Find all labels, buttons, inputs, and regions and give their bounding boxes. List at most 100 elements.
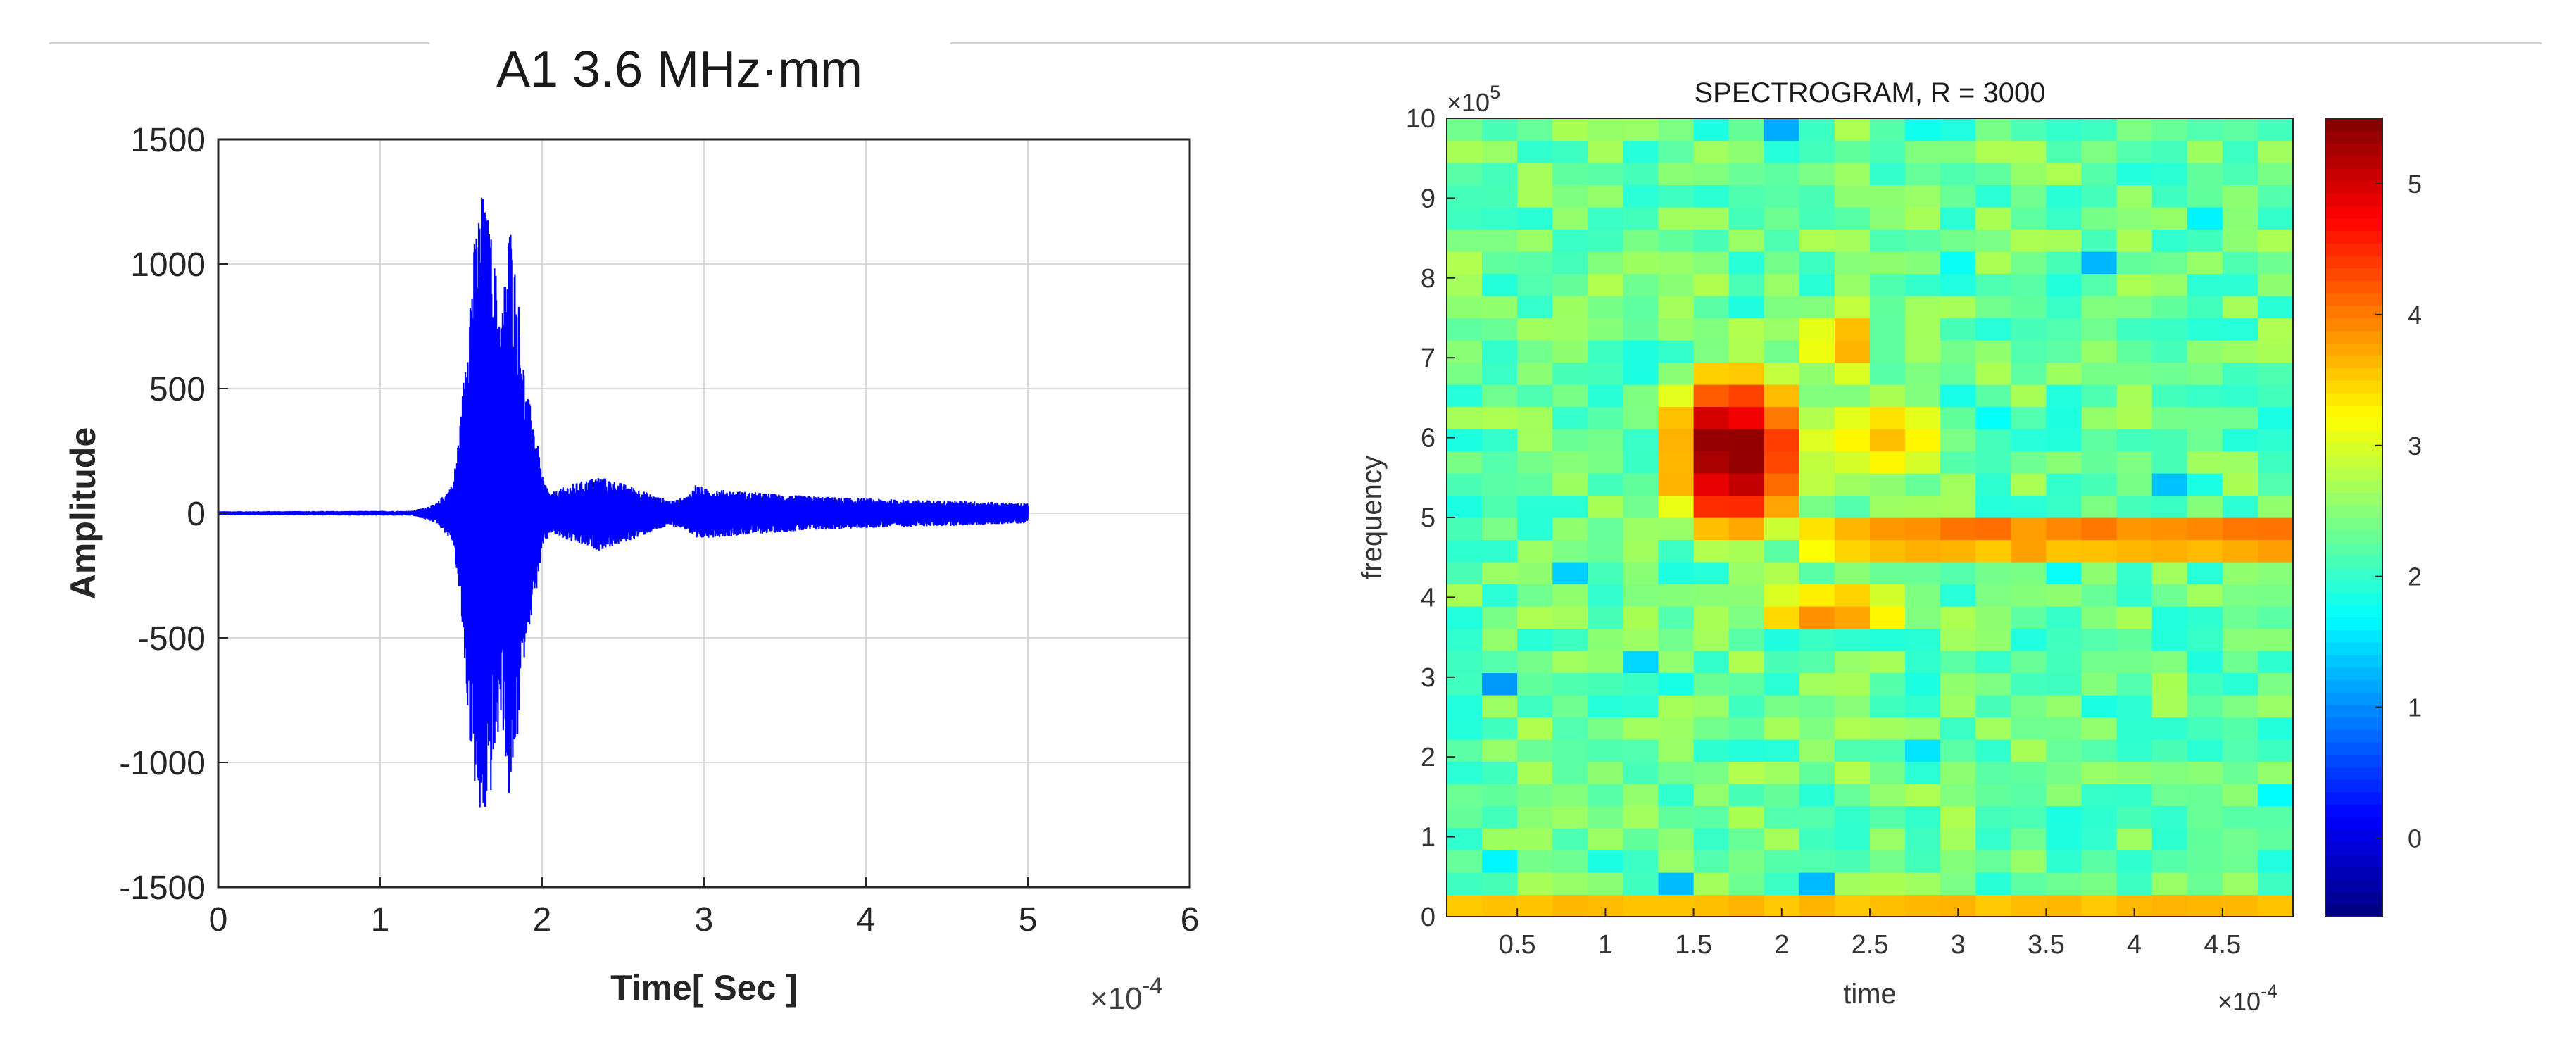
- spectrogram-cell: [2257, 362, 2294, 385]
- spectrogram-cell: [2011, 340, 2047, 363]
- waveform-y-tick-label: 500: [149, 371, 206, 408]
- spectrogram-cell: [1482, 251, 1518, 275]
- spectrogram-cell: [1764, 717, 1800, 740]
- spectrogram-cell: [1834, 739, 1871, 762]
- spectrogram-cell: [1517, 828, 1553, 851]
- colorbar-tick-label: 1: [2408, 693, 2422, 722]
- spectrogram-cell: [1552, 828, 1588, 851]
- spectrogram-cell: [1728, 273, 1765, 296]
- spectrogram-cell: [1940, 429, 1976, 452]
- spectrogram-cell: [1623, 872, 1659, 896]
- spectrogram-cell: [1799, 384, 1835, 408]
- spectrogram-cell: [1693, 163, 1730, 186]
- spectrogram-cell: [1905, 651, 1941, 674]
- spectrogram-cell: [2222, 539, 2258, 563]
- spectrogram-cell: [1552, 406, 1588, 429]
- spectrogram-cell: [1975, 584, 2011, 607]
- spectrogram-y-tick-label: 5: [1421, 503, 1435, 533]
- spectrogram-cell: [1764, 828, 1800, 851]
- spectrogram-cell: [2187, 495, 2223, 518]
- spectrogram-cell: [1905, 539, 1941, 563]
- spectrogram-cell: [2116, 495, 2153, 518]
- spectrogram-cell: [1728, 761, 1765, 784]
- spectrogram-cell: [2151, 761, 2188, 784]
- spectrogram-cell: [1764, 251, 1800, 275]
- spectrogram-cell: [1728, 584, 1765, 607]
- spectrogram-cell: [2257, 229, 2294, 252]
- spectrogram-cell: [2222, 584, 2258, 607]
- spectrogram-cell: [1482, 207, 1518, 230]
- spectrogram-cell: [1517, 318, 1553, 341]
- spectrogram-cell: [2081, 406, 2118, 429]
- spectrogram-cell: [1834, 562, 1871, 585]
- spectrogram-cell: [1870, 562, 1906, 585]
- spectrogram-cell: [1517, 118, 1553, 142]
- spectrogram-cell: [1693, 761, 1730, 784]
- colorbar-segment: [2325, 779, 2382, 793]
- spectrogram-cell: [2116, 406, 2153, 429]
- spectrogram-cell: [1623, 140, 1659, 163]
- spectrogram-cell: [1799, 651, 1835, 674]
- spectrogram-cell: [2046, 140, 2082, 163]
- waveform-y-tick-label: -500: [138, 620, 206, 658]
- spectrogram-cell: [1517, 784, 1553, 807]
- spectrogram-cell: [1693, 517, 1730, 541]
- spectrogram-cell: [1588, 495, 1624, 518]
- spectrogram-cell: [1623, 473, 1659, 496]
- spectrogram-cell: [2046, 429, 2082, 452]
- spectrogram-cell: [2116, 784, 2153, 807]
- spectrogram-cell: [1940, 163, 1976, 186]
- spectrogram-cell: [2187, 761, 2223, 784]
- colorbar-segment: [2325, 368, 2382, 381]
- spectrogram-cell: [1552, 296, 1588, 319]
- colorbar-segment: [2325, 255, 2382, 269]
- spectrogram-cell: [1482, 672, 1518, 696]
- spectrogram-cell: [1447, 495, 1483, 518]
- spectrogram-cell: [1764, 784, 1800, 807]
- spectrogram-cell: [1658, 894, 1695, 917]
- spectrogram-cell: [1834, 207, 1871, 230]
- spectrogram-cell: [1940, 473, 1976, 496]
- spectrogram-cell: [1975, 562, 2011, 585]
- spectrogram-cell: [1975, 828, 2011, 851]
- spectrogram-cell: [1870, 784, 1906, 807]
- spectrogram-cell: [2151, 717, 2188, 740]
- spectrogram-cell: [2222, 406, 2258, 429]
- spectrogram-cell: [1552, 184, 1588, 208]
- spectrogram-cell: [2046, 628, 2082, 651]
- spectrogram-cell: [1447, 163, 1483, 186]
- spectrogram-cell: [1623, 251, 1659, 275]
- spectrogram-cell: [2257, 784, 2294, 807]
- spectrogram-cell: [1905, 717, 1941, 740]
- spectrogram-cell: [2222, 628, 2258, 651]
- spectrogram-cell: [1658, 584, 1695, 607]
- spectrogram-cell: [2046, 384, 2082, 408]
- spectrogram-cell: [1799, 296, 1835, 319]
- spectrogram-cell: [2081, 539, 2118, 563]
- colorbar-segment: [2325, 180, 2382, 194]
- spectrogram-cell: [2081, 207, 2118, 230]
- spectrogram-cell: [1940, 517, 1976, 541]
- spectrogram-cell: [2046, 672, 2082, 696]
- spectrogram-cell: [1764, 672, 1800, 696]
- spectrogram-cell: [2187, 628, 2223, 651]
- spectrogram-cell: [2257, 539, 2294, 563]
- spectrogram-cell: [1517, 739, 1553, 762]
- spectrogram-x-label: time: [1843, 979, 1897, 1010]
- spectrogram-cell: [2046, 118, 2082, 142]
- colorbar-segment: [2325, 280, 2382, 294]
- spectrogram-cell: [1728, 517, 1765, 541]
- spectrogram-cell: [2046, 717, 2082, 740]
- colorbar-segment: [2325, 405, 2382, 418]
- spectrogram-cell: [1834, 429, 1871, 452]
- spectrogram-cell: [1905, 784, 1941, 807]
- spectrogram-cell: [1728, 495, 1765, 518]
- spectrogram-cell: [1940, 118, 1976, 142]
- spectrogram-cell: [1447, 739, 1483, 762]
- spectrogram-cell: [1834, 784, 1871, 807]
- spectrogram-cell: [1623, 628, 1659, 651]
- spectrogram-cell: [1728, 362, 1765, 385]
- spectrogram-cell: [2151, 628, 2188, 651]
- spectrogram-cell: [1975, 163, 2011, 186]
- spectrogram-cell: [1552, 672, 1588, 696]
